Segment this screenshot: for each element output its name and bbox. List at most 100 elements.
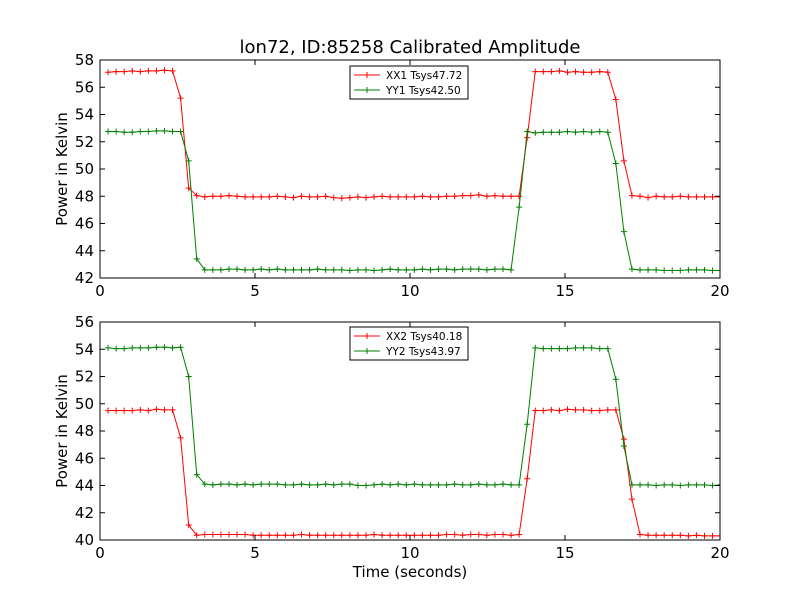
data-point [330,266,337,273]
data-point [475,481,482,488]
data-point [443,193,450,200]
data-point [129,407,136,414]
data-point [403,266,410,273]
data-point [435,481,442,488]
x-tick-label: 15 [555,544,574,562]
data-point [225,266,232,273]
data-point [137,128,144,135]
series-group [105,344,720,539]
data-point [669,193,676,200]
data-point [169,67,176,74]
data-point [467,481,474,488]
y-axis-label: Power in Kelvin [53,374,71,488]
data-point [145,67,152,74]
data-point [298,193,305,200]
y-tick-label: 58 [75,51,94,69]
data-point [491,481,498,488]
series-group [105,67,720,274]
data-point [306,193,313,200]
data-point [653,266,660,273]
data-point [113,68,120,75]
data-point [217,266,224,273]
data-point [548,68,555,75]
x-axis-label: Time (seconds) [352,563,468,581]
legend-label: YY2 Tsys43.97 [385,346,461,358]
chart-panel-bottom: 0 5 10 15 20 40 42 44 46 48 50 52 54 56 Power in Kelvi… [53,313,730,562]
data-point [653,193,660,200]
data-point [121,407,128,414]
data-point [596,407,603,414]
data-point [685,193,692,200]
data-point [242,193,249,200]
data-point [427,481,434,488]
data-point [306,266,313,273]
legend-label: YY1 Tsys42.50 [385,85,461,97]
data-point [564,345,571,352]
y-tick-label: 42 [75,504,94,522]
data-point [548,345,555,352]
data-point [677,267,684,274]
data-point [612,160,619,167]
data-point [274,266,281,273]
data-point [201,531,208,538]
data-point [387,532,394,539]
data-point [612,406,619,413]
data-point [290,532,297,539]
data-point [169,406,176,413]
data-point [661,267,668,274]
data-point [185,522,192,529]
data-point [274,532,281,539]
data-point [258,193,265,200]
data-point [572,129,579,136]
data-point [379,481,386,488]
x-tick-label: 15 [555,282,574,300]
data-point [540,129,547,136]
data-point [266,481,273,488]
data-point [556,67,563,74]
y-tick-label: 46 [75,215,94,233]
data-point [709,532,716,539]
data-point [556,407,563,414]
legend-label: XX1 Tsys47.72 [386,70,462,82]
data-point [524,475,531,482]
data-point [709,267,716,274]
data-point [266,193,273,200]
y-tick-label: 52 [75,368,94,386]
data-point [330,481,337,488]
data-point [298,531,305,538]
data-point [105,128,112,135]
data-point [459,266,466,273]
data-point [338,532,345,539]
data-point [516,204,523,211]
data-point [322,481,329,488]
data-point [653,532,660,539]
y-tick-label: 50 [75,395,94,413]
data-point [564,69,571,76]
data-point [250,481,257,488]
data-point [604,129,611,136]
data-point [491,531,498,538]
data-point [371,531,378,538]
data-point [234,531,241,538]
data-point [121,345,128,352]
data-point [419,481,426,488]
data-point [588,69,595,76]
data-point [346,194,353,201]
data-point [362,266,369,273]
data-point [258,266,265,273]
data-point [298,266,305,273]
data-point [483,532,490,539]
data-point [338,266,345,273]
data-point [604,345,611,352]
data-point [298,481,305,488]
data-point [596,68,603,75]
data-point [580,128,587,135]
data-point [242,531,249,538]
data-point [411,481,418,488]
data-point [677,482,684,489]
legend-marker [364,72,370,78]
data-point [346,267,353,274]
data-point [354,193,361,200]
data-point [371,267,378,274]
data-point [491,192,498,199]
